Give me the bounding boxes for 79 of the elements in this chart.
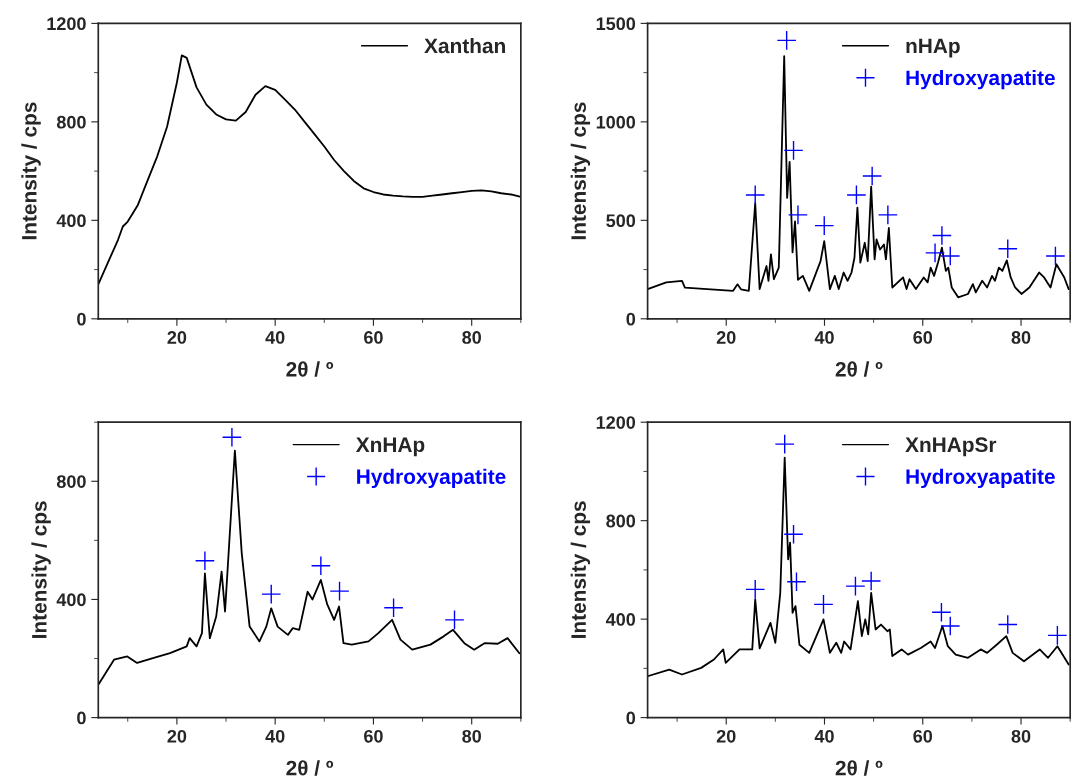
point [310,555,331,576]
point [861,570,882,591]
point [862,166,883,187]
x-tick-label: 40 [265,729,285,743]
y-axis-title: Intensity / cps [31,501,51,638]
point [814,215,835,236]
y-tick-label: 400 [605,613,636,626]
y-tick-label: 1000 [596,115,636,129]
legend-label: XnHAp [355,437,425,457]
y-tick-label: 800 [56,475,86,488]
point [786,571,807,592]
y-axis-title: Intensity / cps [570,501,591,638]
legend-label: Xanthan [424,37,505,54]
point [846,184,867,205]
y-tick-label: 0 [626,312,636,326]
y-tick-label: 0 [77,711,86,725]
point [931,602,952,623]
x-axis-title: 2θ / º [835,760,883,776]
x-tick-label: 40 [265,331,285,344]
x-axis-title: 2θ / º [286,361,334,377]
y-tick-label: 400 [56,214,86,228]
x-tick-label: 40 [814,331,834,344]
x-tick-label: 20 [716,729,736,743]
x-tick-label: 40 [814,729,834,743]
point [940,616,961,637]
y-tick-label: 800 [606,514,636,528]
point [745,579,766,600]
x-tick-label: 20 [167,729,187,743]
y-tick-label: 0 [77,312,86,326]
x-tick-label: 80 [1011,729,1031,743]
legend-label: Hydroxyapatite [906,69,1055,90]
y-tick-label: 1200 [596,416,636,429]
point [940,245,961,266]
y-tick-label: 500 [606,214,636,228]
x-tick-label: 60 [364,729,383,743]
x-tick-label: 60 [913,729,933,743]
y-axis-title: Intensity / cps [570,102,591,240]
x-tick-label: 80 [462,331,481,344]
point [925,242,946,263]
legend-label: Hydroxyapatite [906,468,1055,489]
y-axis-title: Intensity / cps [21,102,41,240]
point [997,614,1018,635]
point [261,584,282,605]
point [1045,245,1066,266]
point [383,597,404,618]
line-series [98,54,521,286]
point [194,550,215,571]
legend-label: XnHApSr [905,437,997,457]
x-tick-label: 80 [1011,331,1031,344]
x-tick-label: 80 [462,729,481,743]
point [745,184,766,205]
x-axis-title: 2θ / º [286,760,334,776]
x-axis-title: 2θ / º [835,361,883,377]
point [776,30,797,51]
y-tick-label: 0 [626,711,636,725]
point [787,204,808,225]
point [845,576,866,597]
point [877,204,898,225]
point [1047,625,1068,646]
point [444,609,465,630]
point [931,225,952,246]
point [813,594,834,615]
y-tick-label: 1200 [47,17,86,31]
point [774,434,795,455]
x-tick-label: 20 [167,331,187,344]
point [783,524,804,545]
y-tick-label: 400 [56,593,86,607]
y-tick-label: 1500 [596,17,636,31]
point [221,427,242,448]
legend-label: nHAp [906,38,960,58]
legend-label: Hydroxyapatite [357,468,506,489]
point [329,581,350,602]
line-series [647,456,1070,678]
point [783,140,804,161]
x-tick-label: 60 [913,331,933,344]
x-tick-label: 60 [364,331,383,344]
point [997,238,1018,259]
x-tick-label: 20 [716,331,736,344]
y-tick-label: 800 [56,115,86,129]
